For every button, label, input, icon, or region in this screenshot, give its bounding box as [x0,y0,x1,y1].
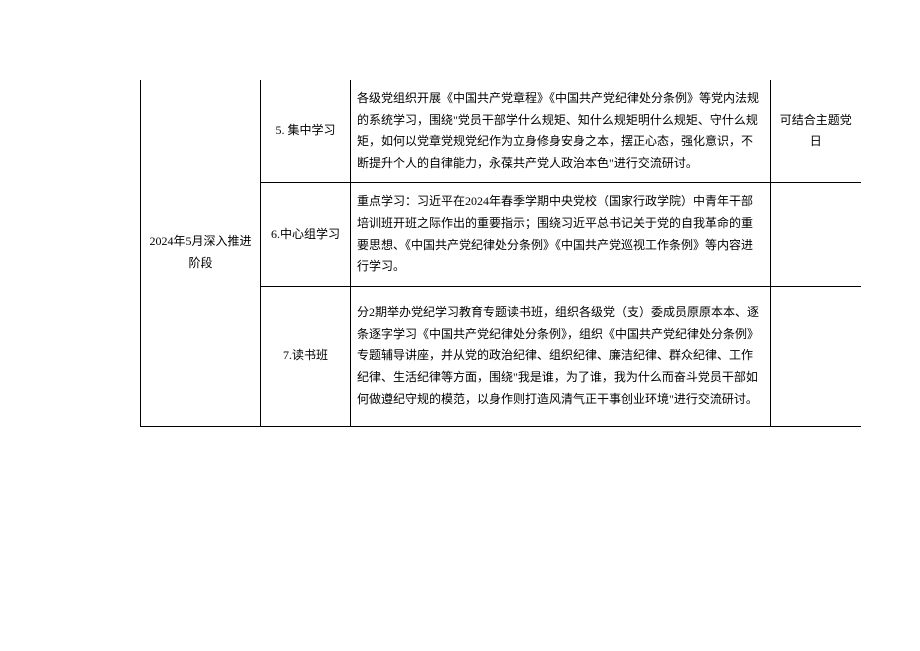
note-cell [771,183,861,286]
content-cell: 分2期举办党纪学习教育专题读书班，组织各级党（支）委成员原原本本、逐条逐字学习《… [351,286,771,426]
schedule-table: 2024年5月深入推进阶段 5. 集中学习 各级党组织开展《中国共产党章程》《中… [140,80,861,427]
table-row: 2024年5月深入推进阶段 5. 集中学习 各级党组织开展《中国共产党章程》《中… [141,80,861,183]
item-cell: 5. 集中学习 [261,80,351,183]
item-cell: 6.中心组学习 [261,183,351,286]
content-cell: 重点学习：习近平在2024年春季学期中央党校（国家行政学院）中青年干部培训班开班… [351,183,771,286]
note-cell: 可结合主题党日 [771,80,861,183]
note-cell [771,286,861,426]
content-cell: 各级党组织开展《中国共产党章程》《中国共产党纪律处分条例》等党内法规的系统学习，… [351,80,771,183]
item-cell: 7.读书班 [261,286,351,426]
phase-cell: 2024年5月深入推进阶段 [141,80,261,426]
